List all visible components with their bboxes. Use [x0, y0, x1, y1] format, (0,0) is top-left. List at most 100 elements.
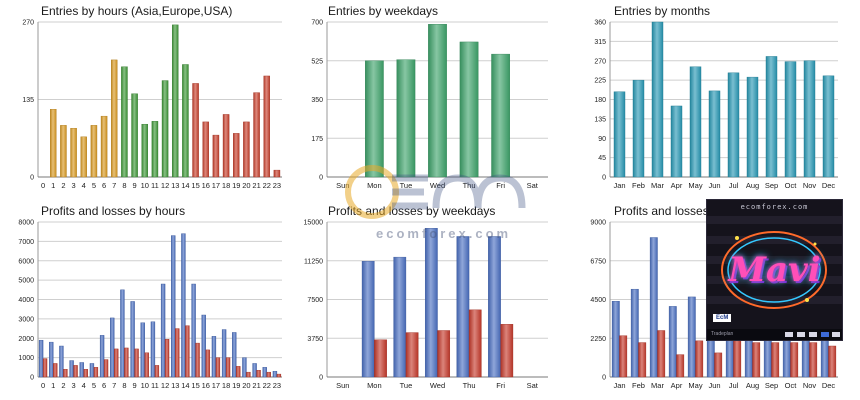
y-tick-label: 1000 — [18, 355, 34, 362]
ad-footer-button-icon[interactable] — [809, 332, 817, 337]
y-tick-label: 315 — [594, 39, 606, 46]
y-tick-label: 3750 — [307, 336, 323, 343]
bar — [632, 79, 645, 178]
bar — [90, 125, 98, 178]
x-tick-label: 9 — [132, 381, 136, 390]
bar — [140, 322, 145, 378]
chart-title: Entries by hours (Asia,Europe,USA) — [41, 4, 232, 18]
bar — [727, 72, 740, 178]
bar — [242, 357, 247, 378]
bar — [225, 357, 231, 378]
x-tick-label: Thu — [463, 181, 476, 190]
x-tick-label: 22 — [263, 381, 271, 390]
x-tick-label: Thu — [463, 381, 476, 390]
x-tick-label: 12 — [161, 181, 169, 190]
x-tick-label: Wed — [430, 181, 445, 190]
bar — [272, 370, 278, 378]
y-tick-label: 0 — [30, 175, 34, 182]
bar — [161, 80, 169, 178]
x-tick-label: Oct — [785, 381, 798, 390]
bar — [263, 75, 271, 178]
x-tick-label: Tue — [400, 181, 413, 190]
x-tick-label: Jul — [729, 381, 739, 390]
bar — [266, 371, 271, 378]
x-tick-label: Mon — [367, 381, 382, 390]
bar — [468, 309, 482, 378]
bar — [182, 64, 189, 178]
x-tick-label: 22 — [263, 181, 271, 190]
bar — [89, 363, 95, 378]
x-tick-label: 10 — [141, 381, 149, 390]
bar — [393, 256, 407, 378]
x-tick-label: 23 — [273, 381, 281, 390]
x-tick-label: Jul — [729, 181, 739, 190]
bar — [649, 237, 658, 378]
bar — [93, 367, 99, 378]
x-tick-label: 17 — [212, 181, 220, 190]
bar — [459, 41, 479, 178]
ad-footer: Tradeplan — [707, 329, 842, 340]
bar — [38, 339, 44, 378]
y-tick-label: 180 — [594, 97, 606, 104]
x-tick-label: 18 — [222, 381, 230, 390]
y-tick-label: 700 — [311, 20, 323, 27]
bar — [53, 363, 58, 378]
bar — [114, 348, 119, 378]
bar — [243, 121, 250, 178]
x-tick-label: Feb — [632, 381, 645, 390]
x-tick-label: 21 — [252, 181, 260, 190]
x-tick-label: 20 — [242, 381, 250, 390]
x-tick-label: 4 — [82, 381, 86, 390]
bar — [611, 301, 620, 378]
x-tick-label: Feb — [632, 181, 645, 190]
y-tick-label: 6750 — [590, 258, 606, 265]
x-tick-label: 9 — [132, 181, 136, 190]
ad-logo: EcM — [713, 314, 732, 322]
x-tick-label: Aug — [746, 181, 759, 190]
x-tick-label: 11 — [151, 381, 159, 390]
x-tick-label: 1 — [51, 381, 55, 390]
bar — [733, 340, 742, 378]
bar — [100, 115, 108, 178]
chart-pl-hours: Profits and losses by hours 0 1000 2000 3000… — [18, 204, 282, 390]
bar — [365, 60, 384, 178]
x-tick-label: Nov — [803, 181, 817, 190]
y-tick-label: 135 — [22, 97, 34, 104]
chart-entries-weekdays: Entries by weekdays 0 175 350 525 700 Sun Mon Tu… — [311, 4, 548, 190]
bar — [771, 342, 780, 378]
bar — [708, 90, 721, 178]
bar — [809, 342, 818, 378]
bar — [488, 236, 501, 378]
x-tick-label: 15 — [191, 181, 199, 190]
bar — [201, 314, 206, 378]
ad-footer-button-icon[interactable] — [821, 332, 829, 337]
ad-footer-button-icon[interactable] — [832, 332, 840, 337]
bar — [164, 339, 170, 378]
bar — [676, 354, 685, 378]
bar — [236, 366, 241, 378]
bar — [124, 347, 129, 378]
y-tick-label: 2000 — [18, 336, 34, 343]
x-tick-label: Sat — [527, 181, 539, 190]
ad-footer-button-icon[interactable] — [785, 332, 793, 337]
x-tick-label: Wed — [430, 381, 445, 390]
x-tick-label: 20 — [242, 181, 250, 190]
y-tick-label: 6000 — [18, 258, 34, 265]
bar — [69, 360, 74, 378]
bar — [42, 358, 48, 378]
bar — [110, 317, 115, 378]
bar — [619, 335, 628, 378]
bar — [687, 296, 696, 378]
ad-banner[interactable]: ecomforex.com Mavi EcM Tradeplan — [706, 199, 843, 341]
x-tick-label: 19 — [232, 181, 240, 190]
x-tick-label: 3 — [71, 181, 75, 190]
x-tick-label: 2 — [61, 381, 65, 390]
ad-footer-button-icon[interactable] — [797, 332, 805, 337]
y-tick-label: 270 — [22, 20, 34, 27]
chart-entries-months: Entries by months 0 45 90 135 180 225 270 315 360… — [594, 4, 838, 190]
bar — [212, 134, 220, 178]
bar — [456, 236, 470, 378]
bar — [232, 133, 240, 178]
ad-brand-text: Mavi — [728, 250, 821, 290]
x-tick-label: Mar — [651, 381, 664, 390]
